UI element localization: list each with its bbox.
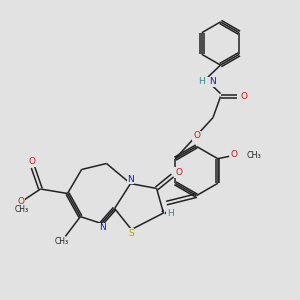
Text: O: O <box>18 197 25 206</box>
Text: O: O <box>28 158 35 166</box>
Text: CH₃: CH₃ <box>14 205 29 214</box>
Text: O: O <box>193 131 200 140</box>
Text: CH₃: CH₃ <box>246 151 261 160</box>
Text: H: H <box>167 209 174 218</box>
Text: N: N <box>209 77 215 86</box>
Text: O: O <box>175 168 182 177</box>
Text: N: N <box>127 175 134 184</box>
Text: H: H <box>199 77 205 86</box>
Text: O: O <box>230 150 237 159</box>
Text: CH₃: CH₃ <box>55 237 69 246</box>
Text: O: O <box>240 92 247 101</box>
Text: S: S <box>128 229 134 238</box>
Text: N: N <box>99 223 105 232</box>
